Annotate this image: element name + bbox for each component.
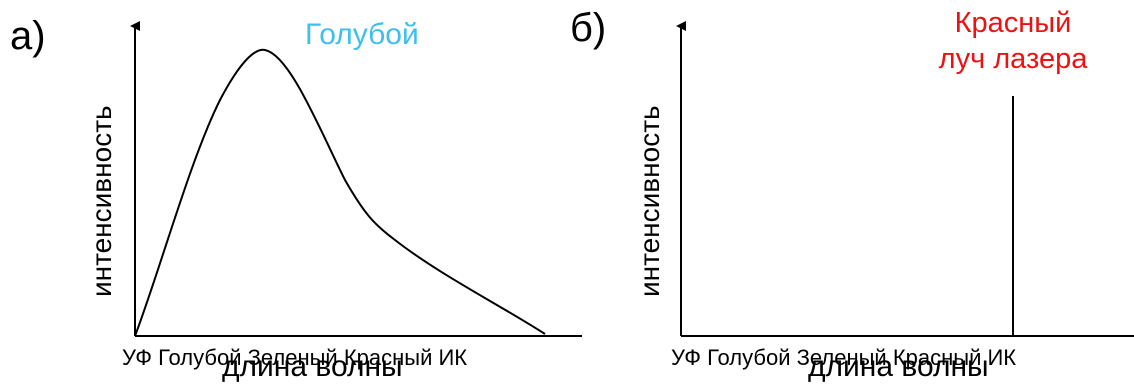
panel-b-y-axis-label: интенсивность [634,105,665,297]
panel-a-y-axis-label: интенсивность [86,105,117,297]
panel-b-label: б) [570,6,607,50]
panel-a-axes [130,21,582,337]
panel-a-label: а) [10,14,46,58]
panel-b-axes [676,21,1134,337]
panel-b-x-tick-labels: УФ Голубой Зеленый Красный ИК [671,345,1017,370]
panel-a-x-tick-labels: УФ Голубой Зеленый Красный ИК [122,345,468,370]
panel-b-laser-label-line2: луч лазера [938,43,1088,76]
panel-a-x-axis-label: длина волны [222,350,403,383]
panel-b-x-axis-label: длина волны [808,350,989,383]
panel-a-peak-label: Голубой [305,18,419,51]
panel-a-spectrum-curve [134,48,546,337]
panel-b-laser-label-line1: Красный [954,7,1072,39]
panel-b-laser-label: Красный луч лазера [928,5,1098,78]
